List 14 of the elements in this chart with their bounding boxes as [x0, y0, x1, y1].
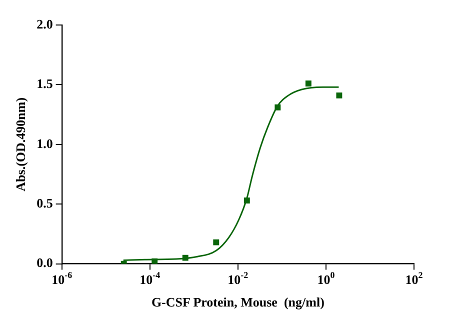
x-axis-title: G-CSF Protein, Mouse (ng/ml) — [151, 294, 324, 310]
point — [274, 104, 281, 110]
point — [182, 254, 188, 261]
point — [244, 198, 250, 204]
y-tick-label: 0.5 — [36, 195, 54, 210]
point — [336, 92, 342, 98]
y-tick-label: 0.0 — [36, 255, 53, 270]
y-axis-title: Abs.(OD.490nm) — [13, 97, 28, 192]
y-tick-label: 2.0 — [36, 16, 53, 32]
point — [305, 80, 312, 86]
y-tick-label: 1.5 — [36, 76, 54, 92]
point — [152, 258, 158, 264]
point — [213, 239, 220, 246]
y-tick-label: 1.0 — [36, 136, 53, 151]
